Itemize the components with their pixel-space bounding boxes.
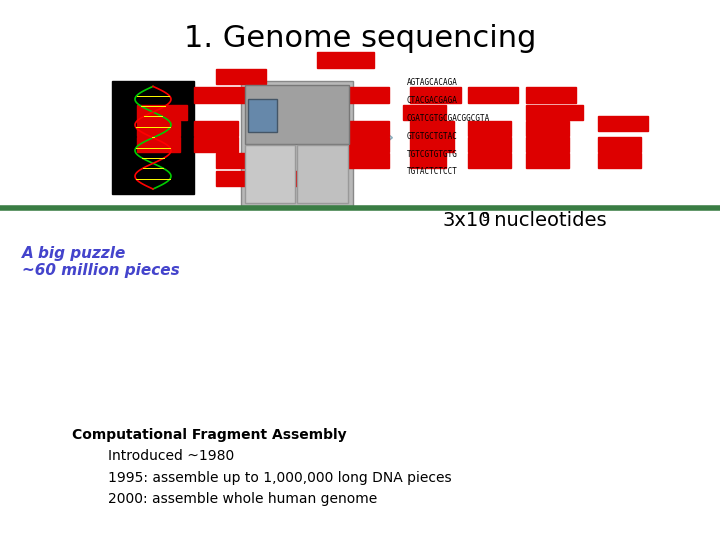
FancyArrow shape xyxy=(205,129,238,146)
FancyBboxPatch shape xyxy=(266,87,317,103)
Text: 2000: assemble whole human genome: 2000: assemble whole human genome xyxy=(108,492,377,507)
FancyBboxPatch shape xyxy=(598,153,641,168)
Text: GTGTGCTGTAC: GTGTGCTGTAC xyxy=(407,132,458,141)
FancyBboxPatch shape xyxy=(194,121,238,136)
FancyBboxPatch shape xyxy=(245,145,295,202)
FancyBboxPatch shape xyxy=(338,137,389,152)
FancyBboxPatch shape xyxy=(266,105,310,120)
FancyArrow shape xyxy=(360,129,392,146)
Text: TGTCGTGTGTG: TGTCGTGTGTG xyxy=(407,150,458,159)
FancyBboxPatch shape xyxy=(468,121,511,136)
FancyBboxPatch shape xyxy=(410,153,446,168)
Text: nucleotides: nucleotides xyxy=(488,211,607,229)
FancyBboxPatch shape xyxy=(216,69,266,84)
FancyBboxPatch shape xyxy=(468,137,511,152)
FancyBboxPatch shape xyxy=(403,105,446,120)
FancyBboxPatch shape xyxy=(112,81,194,194)
FancyBboxPatch shape xyxy=(410,121,454,136)
FancyBboxPatch shape xyxy=(241,81,353,208)
FancyBboxPatch shape xyxy=(274,171,324,186)
Text: 3x10: 3x10 xyxy=(443,211,491,229)
FancyBboxPatch shape xyxy=(137,137,180,152)
FancyBboxPatch shape xyxy=(526,121,569,136)
FancyBboxPatch shape xyxy=(216,171,259,186)
FancyBboxPatch shape xyxy=(297,145,348,202)
FancyBboxPatch shape xyxy=(137,121,180,136)
Text: AGTAGCACAGA: AGTAGCACAGA xyxy=(407,78,458,87)
Text: 1995: assemble up to 1,000,000 long DNA pieces: 1995: assemble up to 1,000,000 long DNA … xyxy=(108,471,451,485)
FancyBboxPatch shape xyxy=(317,52,374,68)
Text: 9: 9 xyxy=(481,211,489,224)
FancyBboxPatch shape xyxy=(245,85,349,145)
FancyBboxPatch shape xyxy=(331,87,389,103)
FancyBboxPatch shape xyxy=(216,153,259,168)
Text: TGTACTCTCCT: TGTACTCTCCT xyxy=(407,167,458,177)
FancyBboxPatch shape xyxy=(248,99,277,132)
Text: Introduced ~1980: Introduced ~1980 xyxy=(108,449,234,463)
Text: CGATCGTGCGACGGCGTA: CGATCGTGCGACGGCGTA xyxy=(407,114,490,123)
FancyBboxPatch shape xyxy=(468,153,511,168)
Text: Computational Fragment Assembly: Computational Fragment Assembly xyxy=(72,428,346,442)
FancyBboxPatch shape xyxy=(526,153,569,168)
FancyBboxPatch shape xyxy=(598,116,648,131)
FancyBboxPatch shape xyxy=(338,121,389,136)
FancyBboxPatch shape xyxy=(137,105,187,120)
FancyBboxPatch shape xyxy=(598,137,641,152)
FancyBboxPatch shape xyxy=(194,87,245,103)
Text: CTACGACGAGA: CTACGACGAGA xyxy=(407,96,458,105)
FancyBboxPatch shape xyxy=(194,137,238,152)
FancyBboxPatch shape xyxy=(526,137,569,152)
Text: A big puzzle
~60 million pieces: A big puzzle ~60 million pieces xyxy=(22,246,179,278)
FancyBboxPatch shape xyxy=(468,87,518,103)
FancyBboxPatch shape xyxy=(259,121,302,136)
Text: 1. Genome sequencing: 1. Genome sequencing xyxy=(184,24,536,53)
FancyBboxPatch shape xyxy=(410,137,454,152)
FancyBboxPatch shape xyxy=(410,87,461,103)
FancyBboxPatch shape xyxy=(338,153,389,168)
FancyBboxPatch shape xyxy=(526,105,583,120)
FancyBboxPatch shape xyxy=(526,87,576,103)
